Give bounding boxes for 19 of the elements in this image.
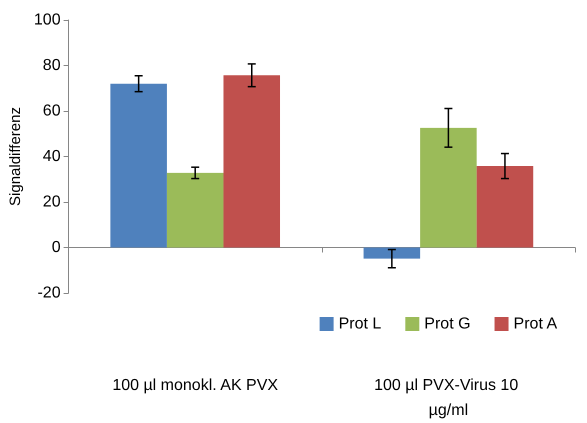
- y-tick-label: -20: [37, 284, 61, 302]
- y-tick-label: 80: [42, 57, 61, 74]
- bar: [476, 166, 534, 248]
- legend-label: Prot G: [424, 316, 471, 332]
- bar: [223, 75, 280, 248]
- bar: [364, 248, 420, 259]
- y-tick-label: 0: [52, 239, 61, 256]
- bar: [110, 84, 167, 248]
- legend-label: Prot A: [514, 316, 558, 332]
- x-tick-label: 100 µl PVX-Virus 10 µg/ml: [374, 377, 523, 419]
- y-tick-label: 60: [42, 102, 61, 120]
- y-axis-title: Signaldifferenz: [7, 107, 24, 206]
- bar: [166, 172, 224, 248]
- bar: [420, 128, 477, 248]
- y-tick-label: 40: [42, 148, 61, 165]
- x-tick-label: 100 µl monokl. AK PVX: [112, 377, 278, 394]
- legend-label: Prot L: [338, 316, 382, 332]
- y-tick-label: 100: [34, 12, 61, 28]
- y-tick-label: 20: [42, 194, 61, 210]
